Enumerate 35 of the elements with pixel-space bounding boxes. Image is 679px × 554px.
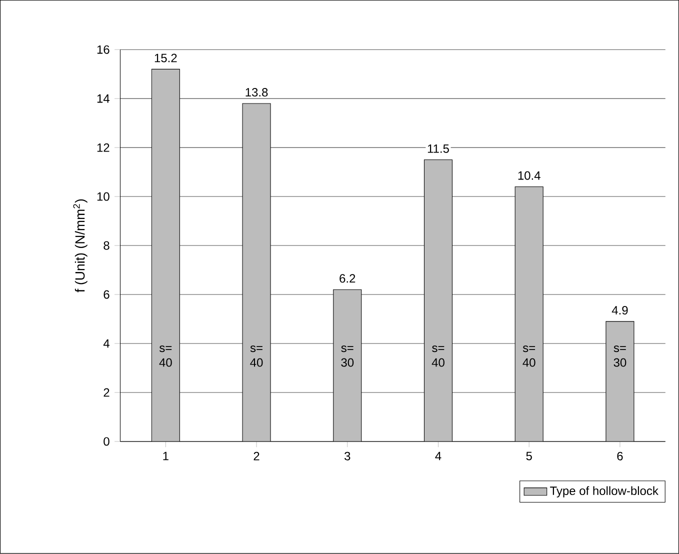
data-label: 10.4 [518,171,540,180]
y-tick-label: 12 [97,144,110,152]
bar [606,321,634,442]
y-tick-label: 2 [104,388,110,397]
x-tick-label: 4 [435,452,442,460]
y-tick-label: 8 [104,241,110,250]
x-tick-label: 3 [344,452,350,461]
legend-label: Type of hollow-block [550,486,658,498]
annotation: s= 40 [432,346,444,367]
bar [515,186,544,442]
x-tick-label: 5 [526,452,532,460]
y-tick-label: 4 [103,340,110,348]
data-label: 13.8 [246,88,268,97]
bar [242,104,271,442]
annotation: s= 40 [522,346,536,367]
annotation: s= 30 [341,346,354,367]
y-tick-label: 16 [97,45,110,54]
data-label: 6.2 [340,274,356,283]
data-label: 11.5 [428,144,449,154]
x-tick-label: 1 [163,452,168,460]
y-tick-label: 14 [97,94,110,103]
x-tick-label: 2 [254,452,260,460]
annotation: s= 40 [250,346,263,367]
y-tick-label: 0 [104,437,110,446]
bar [152,69,180,442]
y-tick-label: 6 [104,290,110,299]
annotation: s= 30 [614,346,626,367]
bar [424,160,452,442]
y-tick-label: 10 [97,192,110,201]
annotation: s= 40 [159,346,172,367]
y-axis-title: f (Unit) (N/mm$^{2}$) [73,200,88,292]
data-label: 15.2 [154,54,177,62]
x-tick-label: 6 [617,452,623,461]
bar [333,290,362,442]
data-label: 4.9 [612,306,628,315]
